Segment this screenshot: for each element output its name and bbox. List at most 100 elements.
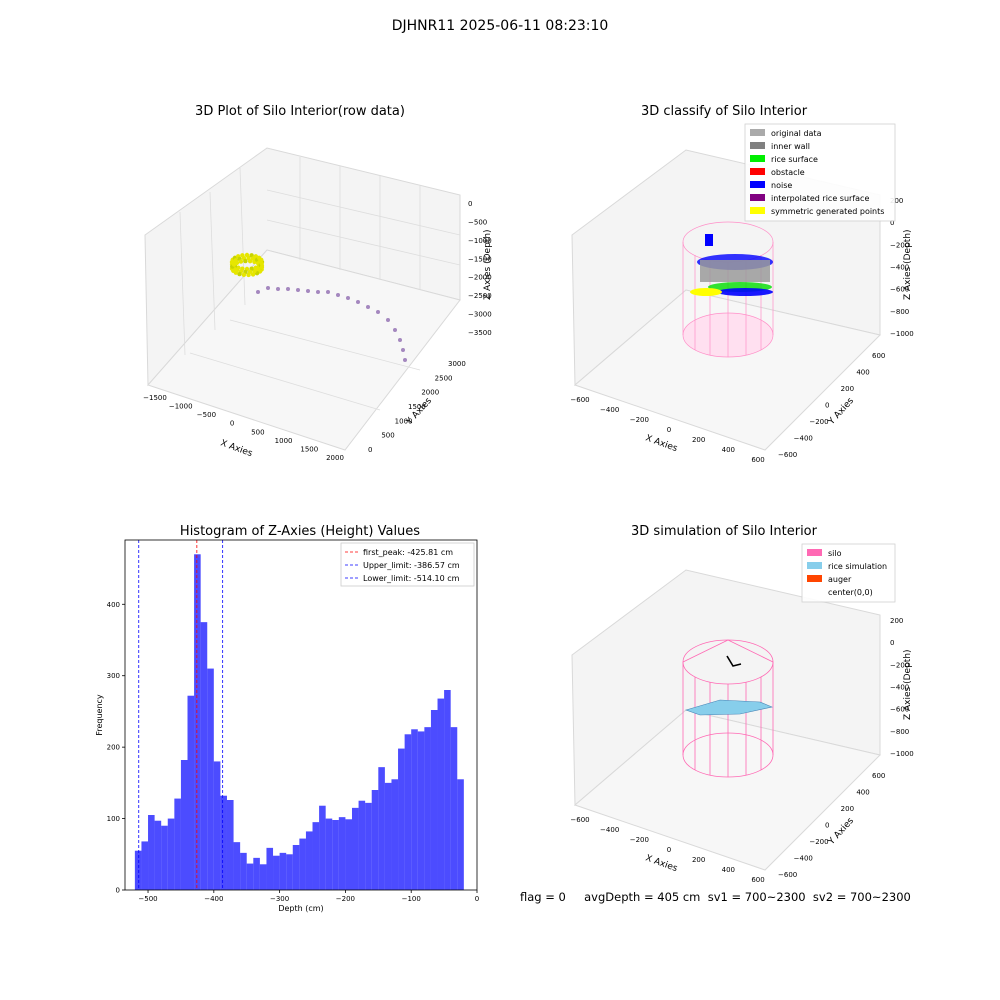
classify-legend-label: rice surface bbox=[771, 155, 818, 164]
raw-point bbox=[306, 289, 310, 293]
simulation-z-tick: 0 bbox=[890, 639, 894, 647]
simulation-z-label: Z Axies (Depth) bbox=[903, 649, 913, 720]
raw-point bbox=[326, 290, 330, 294]
classify-z-tick: −800 bbox=[890, 308, 909, 316]
raw-point bbox=[276, 287, 280, 291]
classify-y-tick: −200 bbox=[809, 418, 828, 426]
histogram-bar bbox=[365, 802, 372, 890]
histogram-bar bbox=[253, 857, 260, 890]
classify-legend-swatch bbox=[750, 155, 765, 162]
raw-x-tick: 2000 bbox=[326, 454, 344, 462]
raw-z-label: Z Axies (Depth) bbox=[483, 229, 493, 300]
raw-point bbox=[259, 265, 265, 270]
histogram-bar bbox=[174, 798, 181, 890]
classify-legend-swatch bbox=[750, 194, 765, 201]
raw-point bbox=[250, 272, 256, 277]
simulation-legend-label: rice simulation bbox=[828, 562, 887, 571]
classify-plot-title: 3D classify of Silo Interior bbox=[640, 104, 808, 119]
raw-point bbox=[237, 271, 242, 277]
raw-point bbox=[356, 300, 360, 304]
histogram-bar bbox=[417, 731, 425, 890]
histogram-chart: −500 −400 −300 −200 −100 0 0 100 200 300 400 Dept… bbox=[95, 539, 479, 913]
raw-point bbox=[259, 257, 264, 263]
classify-y-tick: 200 bbox=[841, 385, 854, 393]
classify-legend-label: obstacle bbox=[771, 168, 805, 177]
classify-z-tick: 0 bbox=[890, 219, 894, 227]
classify-x-ticks: −600 −400 −200 0 200 400 600 bbox=[570, 396, 764, 464]
classify-legend-box bbox=[744, 123, 896, 222]
raw-point bbox=[253, 265, 259, 270]
simulation-x-tick: 200 bbox=[692, 856, 705, 864]
raw-y-tick: 2000 bbox=[421, 389, 439, 397]
raw-y-tick: 1000 bbox=[395, 417, 413, 425]
histogram-y-tick: 0 bbox=[116, 887, 120, 895]
raw-z-tick: −1000 bbox=[468, 237, 492, 245]
raw-point bbox=[266, 286, 270, 290]
histogram-bar bbox=[148, 815, 155, 890]
simulation-axes-panes bbox=[571, 569, 881, 871]
histogram-bar bbox=[213, 761, 221, 890]
histogram-bar bbox=[312, 822, 320, 890]
classify-legend-label: symmetric generated points bbox=[771, 207, 884, 216]
simulation-x-tick: 400 bbox=[722, 866, 735, 874]
classify-y-label: Y Axies bbox=[826, 396, 856, 428]
histogram-bar bbox=[292, 845, 300, 890]
raw-point bbox=[386, 318, 390, 322]
histogram-x-ticks: −500 −400 −300 −200 −100 0 bbox=[138, 890, 479, 903]
histogram-bar bbox=[424, 727, 431, 890]
raw-points bbox=[229, 252, 407, 362]
status-footer: flag = 0 avgDepth = 405 cm sv1 = 700~230… bbox=[520, 890, 911, 904]
histogram-bar bbox=[259, 864, 267, 890]
raw-point bbox=[346, 296, 350, 300]
histogram-bar bbox=[134, 850, 142, 890]
simulation-z-tick: −200 bbox=[890, 661, 909, 669]
classify-z-tick: 200 bbox=[890, 197, 903, 205]
raw-y-tick: 3000 bbox=[448, 360, 466, 368]
raw-point bbox=[238, 259, 244, 264]
histogram-bar bbox=[279, 852, 287, 890]
raw-point bbox=[398, 338, 402, 342]
simulation-x-tick: −600 bbox=[570, 816, 589, 824]
simulation-x-tick: 0 bbox=[667, 846, 671, 854]
histogram-lines bbox=[138, 540, 224, 890]
raw-grid bbox=[179, 157, 461, 411]
histogram-y-label: Frequency bbox=[95, 694, 104, 736]
classify-x-tick: 600 bbox=[751, 456, 764, 464]
simulation-z-tick: −600 bbox=[890, 706, 909, 714]
simulation-x-tick: 600 bbox=[751, 876, 764, 884]
classify-legend-swatch bbox=[750, 207, 765, 214]
histogram-bar bbox=[273, 855, 280, 890]
simulation-z-tick: −1000 bbox=[890, 750, 914, 758]
raw-point bbox=[286, 287, 290, 291]
classify-x-tick: 200 bbox=[692, 436, 705, 444]
histogram-bar bbox=[404, 734, 412, 890]
raw-x-tick: 0 bbox=[230, 420, 234, 428]
classify-x-tick: −600 bbox=[570, 396, 589, 404]
classify-x-tick: −200 bbox=[630, 416, 649, 424]
histogram-bar bbox=[266, 847, 274, 890]
simulation-legend-label: silo bbox=[828, 549, 842, 558]
simulation-rice-surface bbox=[685, 699, 773, 716]
simulation-x-tick: −400 bbox=[600, 826, 619, 834]
classify-z-tick: −400 bbox=[890, 264, 909, 272]
classify-legend: original data inner wall rice surface obsta… bbox=[744, 123, 896, 222]
classify-points bbox=[690, 234, 773, 296]
histogram-bar bbox=[457, 779, 464, 890]
histogram-bar bbox=[226, 800, 234, 890]
simulation-y-tick: −400 bbox=[794, 855, 813, 863]
histogram-bar bbox=[167, 818, 175, 890]
classify-legend-label: original data bbox=[771, 129, 822, 138]
histogram-x-tick: −400 bbox=[204, 895, 223, 903]
histogram-bar bbox=[207, 668, 214, 890]
simulation-legend-swatch bbox=[807, 588, 822, 595]
classify-x-label: X Axies bbox=[644, 433, 679, 454]
histogram-bar bbox=[141, 841, 149, 890]
histogram-bar bbox=[411, 729, 418, 890]
raw-z-ticks: 0 −500 −1000 −1500 −2000 −2500 −3000 −3500 bbox=[468, 200, 492, 337]
classify-y-tick: 600 bbox=[872, 352, 885, 360]
histogram-bar bbox=[220, 795, 227, 890]
histogram-y-tick: 400 bbox=[107, 601, 120, 609]
histogram-bar bbox=[450, 727, 458, 890]
